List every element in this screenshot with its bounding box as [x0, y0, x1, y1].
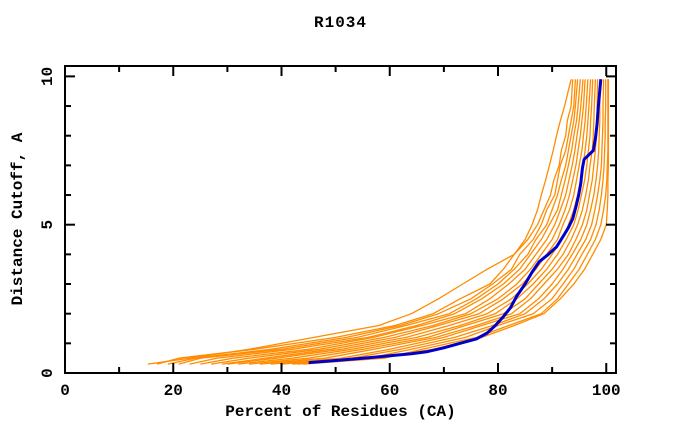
y-axis-label: Distance Cutoff, A: [9, 132, 27, 306]
curve-model-14: [292, 79, 607, 365]
y-tick-label: 10: [39, 67, 57, 86]
curve-model-16: [297, 79, 610, 365]
curve-model-06: [211, 79, 586, 365]
x-tick-label: 80: [488, 382, 507, 400]
curve-model-10: [248, 79, 597, 365]
curve-model-17: [147, 79, 572, 365]
curve-model-04: [189, 79, 581, 365]
y-tick-label: 5: [39, 220, 57, 230]
curve-model-02: [167, 79, 577, 365]
curve-highlighted-model: [308, 79, 603, 365]
curve-model-05: [200, 79, 584, 365]
x-tick-label: 60: [380, 382, 399, 400]
chart-title: R1034: [313, 14, 367, 32]
curve-model-15: [303, 79, 609, 365]
curve-model-12: [270, 79, 601, 365]
curve-model-03: [178, 79, 579, 365]
plot-frame: [64, 65, 617, 374]
curve-model-07: [221, 79, 589, 365]
curve-model-09: [238, 79, 594, 365]
x-axis-label: Percent of Residues (CA): [225, 403, 456, 421]
y-tick-label: 0: [39, 368, 57, 378]
x-tick-label: 0: [60, 382, 70, 400]
x-tick-label: 20: [164, 382, 183, 400]
curve-model-01: [156, 79, 574, 365]
x-tick-label: 40: [272, 382, 291, 400]
x-tick-label: 100: [592, 382, 621, 400]
curve-model-13: [281, 79, 605, 365]
